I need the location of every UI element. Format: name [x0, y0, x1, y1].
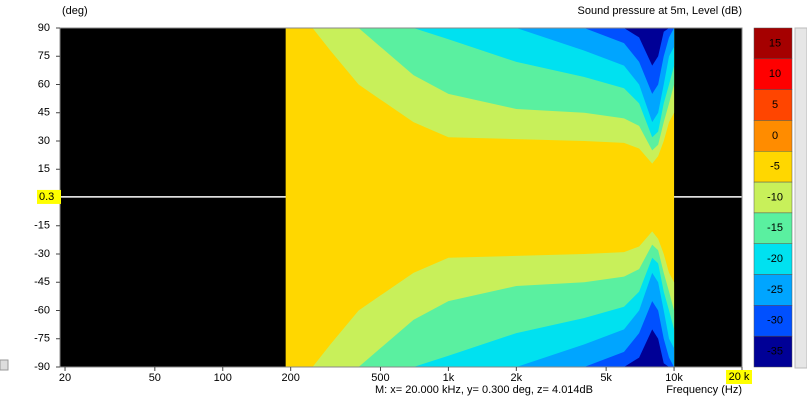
y-tick-label: -45: [34, 276, 50, 288]
x-tick-label: 200: [282, 372, 300, 384]
colorbar-segment: [753, 212, 793, 244]
cursor-y-marker: [37, 189, 61, 204]
x-tick-label: 10k: [665, 372, 683, 384]
y-tick-label: 75: [38, 50, 50, 62]
x-tick-label: 1k: [443, 372, 455, 384]
cursor-x-label: 20 k: [729, 371, 750, 383]
cursor-x-marker: [726, 370, 752, 384]
colorbar-label: -5: [770, 161, 780, 173]
colorbar-segment: [753, 243, 793, 275]
colorbar-label: 0: [772, 130, 778, 142]
chart-title: Sound pressure at 5m, Level (dB): [578, 5, 742, 17]
colorbar-segment: [753, 151, 793, 183]
scroll-left[interactable]: [0, 359, 9, 371]
contour-band: [285, 329, 675, 367]
y-tick-label: -60: [34, 304, 50, 316]
x-tick-label: 100: [214, 372, 232, 384]
colorbar-segment: [753, 335, 793, 368]
colorbar-label: -30: [767, 315, 783, 327]
y-tick-label: 60: [38, 78, 50, 90]
y-axis-label: (deg): [62, 5, 88, 17]
x-tick-label: 5k: [600, 372, 612, 384]
x-axis-label: Frequency (Hz): [666, 384, 742, 396]
contour-band: [285, 28, 675, 138]
x-tick-label: 20: [59, 372, 71, 384]
colorbar-segment: [753, 305, 793, 337]
colorbar-label: -20: [767, 253, 783, 265]
colorbar-segment: [753, 58, 793, 90]
y-tick-label: 30: [38, 135, 50, 147]
colorbar-segment: [753, 89, 793, 121]
y-tick-label: 90: [38, 22, 50, 34]
colorbar-segment: [753, 274, 793, 306]
x-tick-label: 50: [149, 372, 161, 384]
y-tick-label: -30: [34, 248, 50, 260]
colorbar-label: -15: [767, 222, 783, 234]
colorbar-segment: [753, 181, 793, 214]
y-tick-label: 45: [38, 107, 50, 119]
colorbar-label: 10: [769, 68, 781, 80]
contour-band: [285, 28, 675, 66]
y-tick-label: -75: [34, 333, 50, 345]
status-text: M: x= 20.000 kHz, y= 0.300 deg, z= 4.014…: [375, 384, 593, 396]
colorbar-segment: [753, 120, 793, 152]
colorbar-label: -25: [767, 284, 783, 296]
x-tick-label: 2k: [511, 372, 523, 384]
x-tick-label: 500: [371, 372, 389, 384]
scrollbar[interactable]: [794, 27, 807, 369]
cursor-y-label: 0.3: [39, 191, 54, 203]
colorbar-label: -10: [767, 191, 783, 203]
y-tick-label: -90: [34, 361, 50, 373]
contour-band: [285, 257, 675, 367]
colorbar-label: -35: [767, 345, 783, 357]
y-tick-label: -15: [34, 220, 50, 232]
colorbar-label: 15: [769, 37, 781, 49]
y-tick-label: 15: [38, 163, 50, 175]
colorbar-label: 5: [772, 99, 778, 111]
